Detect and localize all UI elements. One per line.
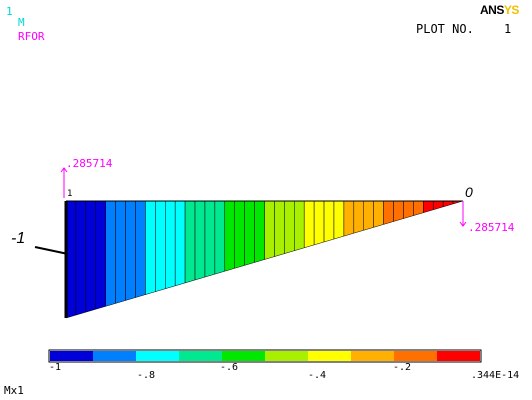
diagram-strip <box>413 200 424 216</box>
window-number: 1 <box>6 5 13 18</box>
result-label: M <box>18 16 25 29</box>
logo-text-ans: ANS <box>480 3 504 17</box>
reaction-arrow-right <box>459 201 467 227</box>
diagram-strip <box>373 200 384 228</box>
diagram-strip <box>323 200 335 243</box>
diagram-strip <box>224 200 235 272</box>
legend-swatch <box>265 351 308 361</box>
diagram-strip <box>393 200 404 222</box>
diagram-strip <box>303 200 315 249</box>
diagram-strip <box>363 200 374 231</box>
diagram-strip <box>284 200 295 254</box>
left-value-pointer-line <box>34 246 69 255</box>
reaction-top-value: .285714 <box>66 157 113 170</box>
diagram-strip <box>95 200 106 310</box>
diagram-strip <box>234 200 245 269</box>
diagram-strip <box>254 200 265 263</box>
diagram-strip <box>125 200 136 301</box>
diagram-strip <box>423 200 434 214</box>
diagram-strip <box>75 200 87 316</box>
diagram-strip <box>184 200 196 284</box>
legend-swatch <box>93 351 136 361</box>
legend-label-5: -.2 <box>393 362 412 373</box>
legend-swatch <box>50 351 93 361</box>
symbol-label: RFOR <box>18 30 45 43</box>
diagram-strip <box>353 200 364 234</box>
diagram-strip <box>343 200 355 237</box>
diagram-strip <box>274 200 285 257</box>
legend-label-4: -.4 <box>308 370 327 381</box>
contour-legend <box>48 349 482 363</box>
plot-number: 1 <box>504 22 512 36</box>
reaction-right-value: .285714 <box>468 221 515 234</box>
mode-label: Mx1 <box>4 384 24 397</box>
diagram-strip <box>333 200 345 240</box>
diagram-strip <box>174 200 186 287</box>
diagram-strip <box>145 200 156 295</box>
diagram-strip <box>432 200 444 211</box>
legend-label-3: -.6 <box>220 362 239 373</box>
ansys-logo: ANSYS <box>480 3 519 17</box>
legend-label-max: .344E-14 <box>471 370 520 381</box>
diagram-strip <box>244 200 255 266</box>
diagram-strip <box>294 200 305 252</box>
diagram-strip <box>403 200 414 219</box>
diagram-strip <box>204 200 216 278</box>
diagram-strip <box>115 200 126 304</box>
diagram-strip <box>155 200 166 293</box>
moment-diagram <box>64 200 464 319</box>
diagram-strip <box>165 200 176 290</box>
right-value: 0 <box>465 184 473 200</box>
node-label: 1 <box>67 189 73 199</box>
legend-swatch <box>136 351 179 361</box>
diagram-strip <box>85 200 97 313</box>
legend-label-min: -1 <box>49 362 62 373</box>
logo-text-sys: YS <box>503 3 520 17</box>
diagram-strip <box>214 200 226 275</box>
reaction-arrow-top <box>60 167 68 198</box>
legend-label-2: -.8 <box>137 370 156 381</box>
diagram-strip <box>313 200 325 246</box>
diagram-strip <box>194 200 206 281</box>
legend-swatch <box>437 351 480 361</box>
legend-swatch <box>308 351 351 361</box>
legend-swatch <box>222 351 265 361</box>
diagram-strip <box>105 200 116 307</box>
legend-swatch <box>179 351 222 361</box>
diagram-strip <box>442 200 454 208</box>
legend-swatch <box>394 351 437 361</box>
diagram-strip <box>383 200 394 225</box>
plot-label: PLOT NO. <box>416 22 474 36</box>
diagram-strip <box>135 200 146 298</box>
left-value: -1 <box>11 230 26 247</box>
legend-swatch <box>351 351 394 361</box>
diagram-strip <box>264 200 275 260</box>
